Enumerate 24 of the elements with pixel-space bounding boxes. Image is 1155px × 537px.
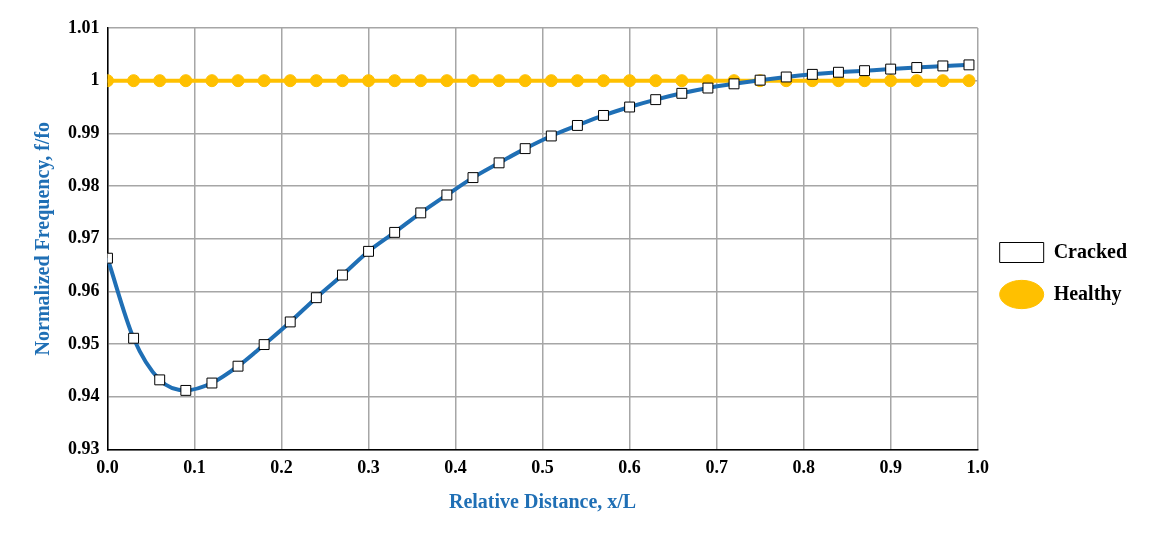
y-tick-label: 1.01 xyxy=(68,16,100,37)
x-tick-label: 1.0 xyxy=(966,456,989,477)
legend-label: Healthy xyxy=(1053,281,1122,305)
y-tick-label: 0.94 xyxy=(68,385,100,406)
y-tick-label: 0.95 xyxy=(68,332,100,353)
x-tick-label: 0.8 xyxy=(792,456,815,477)
x-tick-label: 0.1 xyxy=(183,456,206,477)
x-tick-label: 0.6 xyxy=(618,456,641,477)
x-tick-label: 0.7 xyxy=(705,456,728,477)
legend-label: Cracked xyxy=(1053,239,1128,262)
y-tick-label: 1 xyxy=(90,69,100,90)
x-tick-label: 0.3 xyxy=(357,456,380,477)
x-tick-label: 0.4 xyxy=(444,456,467,477)
x-tick-label: 0.0 xyxy=(96,456,119,477)
x-tick-label: 0.9 xyxy=(879,456,902,477)
y-tick-label: 0.98 xyxy=(68,174,100,195)
y-axis-title: Normalized Frequency, f/fo xyxy=(31,121,55,356)
y-tick-label: 0.99 xyxy=(68,122,100,143)
y-tick-label: 0.93 xyxy=(68,438,100,459)
y-tick-label: 0.96 xyxy=(68,280,100,301)
x-tick-label: 0.5 xyxy=(531,456,554,477)
x-tick-label: 0.2 xyxy=(270,456,293,477)
x-axis-title: Relative Distance, x/L xyxy=(449,490,637,513)
y-tick-label: 0.97 xyxy=(68,227,100,248)
